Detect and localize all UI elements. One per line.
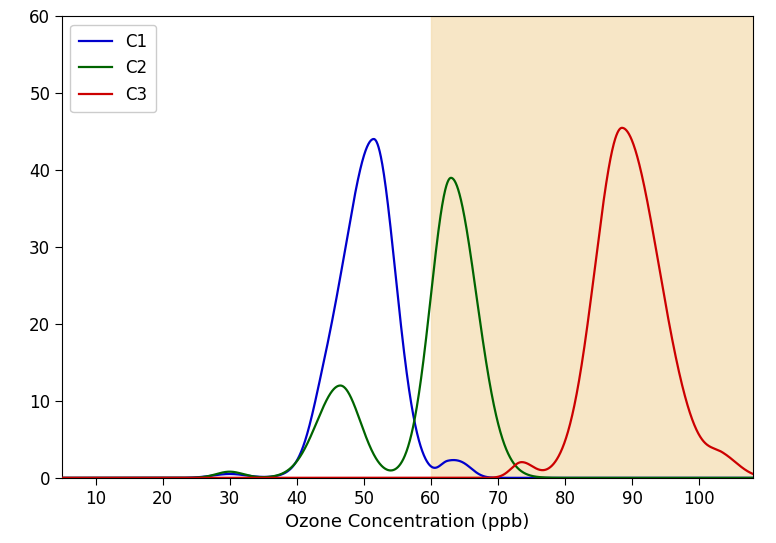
C2 xyxy=(179,475,189,481)
C1 xyxy=(179,475,189,481)
C3 xyxy=(748,470,757,477)
C1 xyxy=(748,475,757,481)
C2 xyxy=(761,475,771,481)
C1 xyxy=(761,475,771,481)
C1 xyxy=(327,318,337,325)
C1 xyxy=(57,475,67,481)
C2 xyxy=(672,475,681,481)
C2 xyxy=(137,475,147,481)
C3 xyxy=(761,474,771,481)
C3 xyxy=(327,475,337,481)
X-axis label: Ozone Concentration (ppb): Ozone Concentration (ppb) xyxy=(286,513,529,531)
Line: C1: C1 xyxy=(62,139,766,478)
C2 xyxy=(57,475,67,481)
C1 xyxy=(369,136,378,142)
Bar xyxy=(431,16,766,478)
C3 xyxy=(358,475,367,481)
C1 xyxy=(672,475,681,481)
C3 xyxy=(672,358,681,365)
C2 xyxy=(358,425,367,431)
C2 xyxy=(327,388,337,394)
Legend: C1, C2, C3: C1, C2, C3 xyxy=(71,24,156,112)
C3 xyxy=(57,475,67,481)
C2 xyxy=(748,475,757,481)
C3 xyxy=(137,475,147,481)
C2 xyxy=(446,175,456,181)
C1 xyxy=(137,475,147,481)
C1 xyxy=(358,157,367,163)
C3 xyxy=(618,124,627,131)
Line: C3: C3 xyxy=(62,128,766,478)
C3 xyxy=(179,475,189,481)
Line: C2: C2 xyxy=(62,178,766,478)
